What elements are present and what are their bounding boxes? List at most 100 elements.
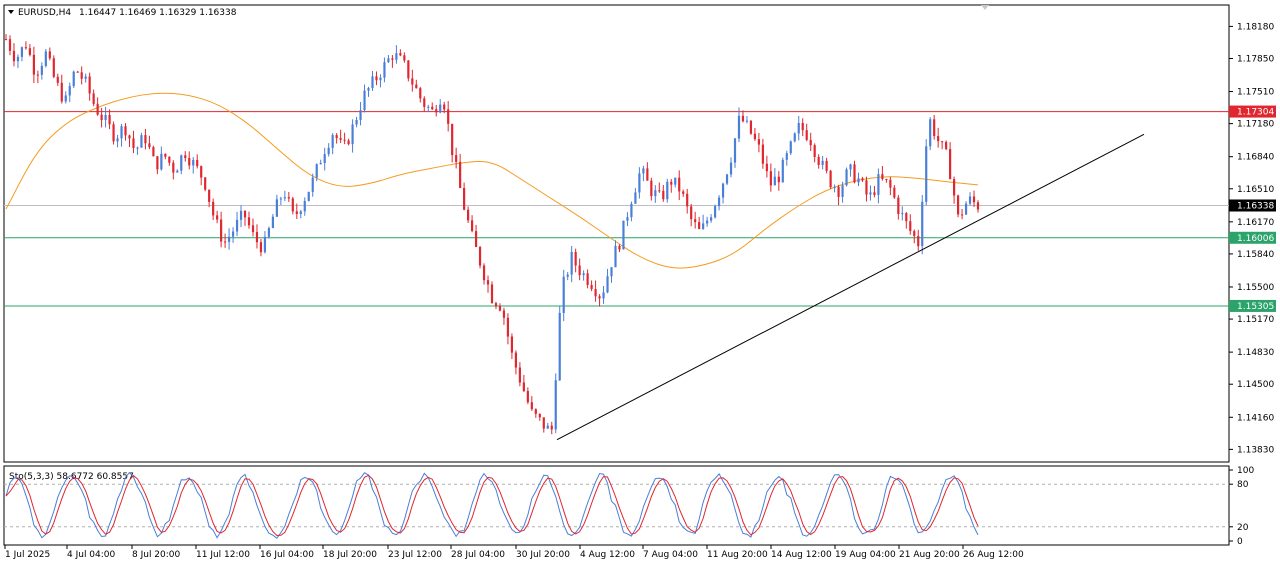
bull-candle — [267, 228, 271, 237]
collapse-triangle-icon[interactable] — [8, 10, 14, 14]
bull-candle — [702, 223, 705, 229]
price-tick-label: 1.17850 — [1237, 54, 1274, 64]
bull-candle — [351, 124, 354, 145]
bear-candle — [204, 177, 207, 190]
bear-candle — [618, 245, 621, 250]
bear-candle — [805, 130, 808, 140]
bear-candle — [761, 144, 764, 164]
bull-candle — [84, 76, 87, 79]
bear-candle — [419, 88, 422, 99]
ascending-trendline — [556, 133, 1145, 441]
bear-candle — [873, 192, 876, 195]
bull-candle — [602, 292, 605, 299]
bull-candle — [327, 147, 330, 155]
bull-candle — [582, 273, 585, 276]
bull-candle — [319, 163, 322, 165]
bear-candle — [287, 197, 290, 199]
bear-candle — [478, 247, 482, 266]
bear-candle — [28, 48, 31, 55]
chart-shift-marker-icon[interactable] — [981, 5, 989, 10]
bull-candle — [359, 110, 362, 120]
bull-candle — [614, 245, 617, 268]
bear-candle — [956, 195, 960, 215]
time-tick-label: 23 Jul 12:00 — [388, 550, 442, 560]
time-tick-label: 8 Jul 20:00 — [132, 550, 181, 560]
bull-candle — [654, 190, 657, 197]
bear-candle — [829, 170, 832, 188]
price-tick-label: 1.15170 — [1237, 315, 1274, 325]
bull-candle — [877, 174, 880, 195]
bull-candle — [235, 219, 239, 232]
bull-candle — [439, 104, 442, 113]
bear-candle — [451, 123, 454, 156]
bear-candle — [200, 166, 203, 178]
bear-candle — [128, 135, 131, 139]
resistance-level-tag — [1229, 105, 1276, 118]
bear-candle — [530, 402, 533, 410]
bull-candle — [68, 86, 71, 96]
bull-candle — [634, 192, 637, 204]
bear-candle — [255, 232, 259, 243]
bull-candle — [311, 177, 314, 192]
bull-candle — [263, 236, 267, 253]
bull-candle — [630, 203, 633, 218]
bear-candle — [339, 138, 342, 140]
bull-candle — [869, 192, 872, 195]
bear-candle — [224, 241, 227, 243]
bear-candle — [60, 82, 63, 102]
bear-candle — [813, 145, 816, 157]
support-level-tag — [1229, 231, 1276, 244]
bear-candle — [933, 119, 936, 137]
price-tick-label: 1.15840 — [1237, 250, 1274, 260]
resistance-level-tag-label: 1.17304 — [1237, 108, 1274, 118]
bear-candle — [391, 58, 394, 60]
bull-candle — [925, 146, 928, 202]
bear-candle — [164, 153, 167, 157]
candles — [4, 34, 980, 435]
bear-candle — [658, 190, 661, 192]
bull-candle — [710, 217, 713, 221]
bull-candle — [713, 206, 717, 218]
bear-candle — [678, 177, 681, 192]
bear-candle — [590, 284, 593, 290]
bear-candle — [4, 39, 8, 41]
bear-candle — [741, 115, 745, 122]
bull-candle — [833, 186, 836, 188]
bear-candle — [343, 139, 346, 141]
time-tick-label: 14 Aug 12:00 — [771, 550, 832, 560]
bear-candle — [80, 72, 83, 79]
bear-candle — [594, 289, 597, 297]
bear-candle — [777, 176, 780, 183]
bull-candle — [271, 216, 274, 229]
bull-candle — [395, 53, 398, 60]
bull-candle — [546, 425, 549, 429]
bull-candle — [554, 380, 557, 430]
bear-candle — [690, 206, 693, 220]
bear-candle — [291, 198, 294, 212]
price-tick-label: 1.16510 — [1237, 185, 1274, 195]
bear-candle — [518, 367, 521, 383]
bull-candle — [789, 141, 792, 154]
bear-candle — [694, 219, 697, 223]
bull-candle — [626, 217, 629, 221]
bear-candle — [184, 155, 187, 159]
bear-candle — [347, 140, 350, 145]
bull-candle — [610, 267, 613, 277]
bear-candle — [949, 149, 952, 180]
bear-candle — [132, 138, 135, 148]
bear-candle — [897, 197, 900, 214]
bear-candle — [905, 213, 908, 222]
bear-candle — [538, 413, 541, 418]
bear-candle — [682, 191, 685, 194]
bear-candle — [470, 220, 474, 232]
bear-candle — [208, 189, 211, 202]
bear-candle — [112, 124, 115, 142]
bull-candle — [371, 76, 374, 89]
bull-candle — [40, 65, 43, 75]
bear-candle — [108, 114, 111, 125]
bear-candle — [443, 104, 446, 110]
price-tick-label: 1.14500 — [1237, 380, 1274, 390]
bull-candle — [136, 147, 139, 149]
